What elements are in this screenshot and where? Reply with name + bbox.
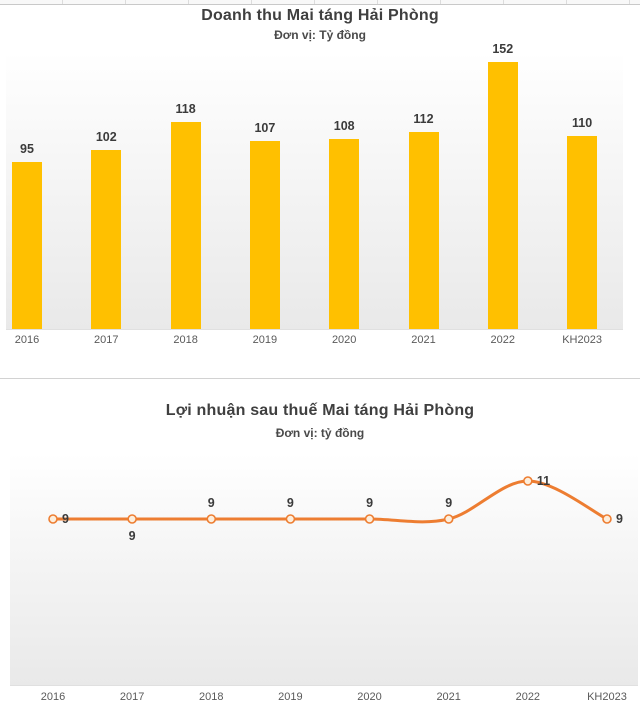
line-value-label: 9 <box>207 496 215 510</box>
x-axis-label: 2020 <box>331 334 357 346</box>
x-axis-label: 2022 <box>490 334 516 346</box>
revenue-chart-title: Doanh thu Mai táng Hải Phòng <box>201 7 439 24</box>
bar <box>91 149 122 329</box>
bar <box>249 141 280 329</box>
line-value-label: 9 <box>615 512 623 526</box>
bar <box>12 162 42 329</box>
x-axis-label: 2022 <box>515 691 541 703</box>
bar <box>170 121 201 329</box>
x-axis-label: 2017 <box>94 334 119 346</box>
bar <box>487 62 518 329</box>
line-value-label: 11 <box>536 474 551 488</box>
x-axis-label: 2016 <box>40 691 66 703</box>
x-axis-label: 2018 <box>199 691 224 703</box>
bar <box>567 135 598 329</box>
x-axis-label: 2021 <box>411 334 436 346</box>
line-value-label: 9 <box>366 496 374 510</box>
x-axis-label: 2021 <box>436 691 461 703</box>
bar-value-label: 102 <box>95 129 117 144</box>
x-axis-label: KH2023 <box>587 691 627 703</box>
line-value-label: 9 <box>128 529 136 543</box>
bar-value-label: 152 <box>492 42 514 56</box>
chart-divider <box>0 378 640 379</box>
x-axis-label: 2018 <box>173 334 198 346</box>
x-axis-label: 2017 <box>119 691 145 703</box>
bar-value-label: 107 <box>254 121 276 136</box>
x-axis-label: 2016 <box>14 334 40 346</box>
spreadsheet-row-sliver <box>0 0 640 5</box>
line-value-label: 9 <box>62 512 69 526</box>
bar-value-label: 108 <box>333 119 355 134</box>
profit-chart-subtitle: Đơn vị: tỷ đồng <box>275 426 365 440</box>
x-axis-label: KH2023 <box>562 334 602 346</box>
x-axis-label: 2020 <box>357 691 382 703</box>
bar-value-label: 95 <box>20 142 34 157</box>
profit-chart-title: Lợi nhuận sau thuế Mai táng Hải Phòng <box>165 402 475 419</box>
bar-value-label: 118 <box>175 101 196 116</box>
bar <box>408 132 439 329</box>
bar-value-label: 110 <box>572 115 593 130</box>
bar-value-label: 112 <box>413 112 434 127</box>
line-value-label: 9 <box>286 496 294 510</box>
revenue-chart-subtitle: Đơn vị: Tỷ đồng <box>274 28 366 42</box>
x-axis-label: 2019 <box>252 334 278 346</box>
bar <box>329 139 360 329</box>
line-value-label: 9 <box>445 496 453 510</box>
x-axis-label: 2019 <box>278 691 303 703</box>
